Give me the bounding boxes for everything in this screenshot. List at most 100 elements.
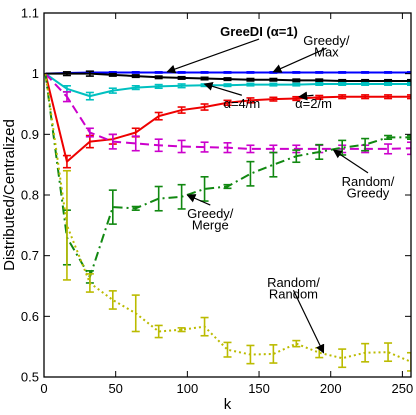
error-bar xyxy=(407,94,411,100)
error-bar xyxy=(85,273,94,293)
y-tick-label: 0.8 xyxy=(21,188,39,203)
annotation-text: Merge xyxy=(192,218,229,233)
error-bar xyxy=(384,94,393,100)
error-bar xyxy=(85,91,94,101)
error-bar xyxy=(200,71,209,74)
error-bar xyxy=(223,142,232,154)
error-bar xyxy=(361,137,370,152)
x-axis-label: k xyxy=(224,396,232,413)
error-bar xyxy=(407,71,411,74)
y-tick-label: 1 xyxy=(32,66,39,81)
annotation-text: GreeDI (α=1) xyxy=(220,24,298,39)
error-bar xyxy=(200,76,209,81)
series-greedi_alpha1 xyxy=(45,70,411,83)
error-bar xyxy=(407,81,411,86)
annotation-text: Greedy/ xyxy=(303,33,350,48)
error-bar xyxy=(85,70,94,77)
error-bar xyxy=(315,143,324,161)
series-line-random_random xyxy=(44,73,411,363)
error-bar xyxy=(361,342,370,363)
annotation-arrow xyxy=(186,194,211,206)
annotation-arrow xyxy=(166,38,260,74)
error-bar xyxy=(315,71,324,74)
error-bar xyxy=(246,160,255,187)
error-bar xyxy=(315,81,324,86)
error-bar xyxy=(384,342,393,363)
error-bar xyxy=(108,87,117,94)
error-bar xyxy=(177,183,186,210)
annotation-arrow xyxy=(272,47,327,73)
error-bar xyxy=(62,71,71,77)
y-tick-label: 0.5 xyxy=(21,370,39,385)
error-bar xyxy=(292,149,301,164)
error-bar xyxy=(407,134,411,140)
error-bar xyxy=(177,75,186,80)
annotation-arrow xyxy=(292,289,325,354)
error-bar xyxy=(177,139,186,154)
error-bar xyxy=(131,205,140,211)
error-bar xyxy=(269,96,278,102)
annotation-text: Random xyxy=(269,287,318,302)
x-tick-label: 50 xyxy=(108,381,122,396)
error-bar xyxy=(200,316,209,337)
error-bar xyxy=(108,290,117,310)
error-bar xyxy=(246,77,255,82)
error-bar xyxy=(131,294,140,333)
error-bar xyxy=(177,83,186,89)
error-bar xyxy=(246,344,255,365)
annotation-text: α=2/m xyxy=(295,96,332,111)
error-bar xyxy=(108,133,117,150)
error-bar xyxy=(361,81,370,86)
error-bar xyxy=(62,154,71,169)
annotation-text: Max xyxy=(314,45,339,60)
error-bar xyxy=(384,71,393,74)
error-bar xyxy=(223,99,232,107)
error-bar xyxy=(177,327,186,333)
error-bar xyxy=(315,78,324,83)
error-bar xyxy=(292,339,301,348)
error-bar xyxy=(200,141,209,153)
error-bar xyxy=(361,71,370,74)
error-bar xyxy=(154,71,163,74)
error-bar xyxy=(85,127,94,138)
error-bar xyxy=(223,341,232,358)
y-tick-label: 1.1 xyxy=(21,6,39,21)
x-tick-label: 200 xyxy=(320,381,342,396)
error-bar xyxy=(108,189,117,225)
error-bar xyxy=(154,75,163,80)
error-bar xyxy=(177,71,186,74)
error-bar xyxy=(338,81,347,86)
error-bar xyxy=(269,77,278,82)
x-tick-label: 250 xyxy=(392,381,414,396)
error-bar xyxy=(338,348,347,369)
annotation-arrow xyxy=(203,81,243,96)
error-bar xyxy=(154,83,163,90)
error-bar xyxy=(269,82,278,87)
error-bar xyxy=(131,74,140,79)
error-bar xyxy=(131,85,140,91)
error-bar xyxy=(154,185,163,212)
error-bar xyxy=(384,134,393,140)
error-bar xyxy=(338,71,347,74)
error-bar xyxy=(292,82,301,87)
annotation-arrow xyxy=(332,149,369,174)
error-bar xyxy=(200,103,209,111)
error-bar xyxy=(292,78,301,83)
error-bar xyxy=(246,97,255,104)
error-bar xyxy=(154,138,163,153)
error-bar xyxy=(407,141,411,156)
error-bar xyxy=(269,151,278,178)
error-bar xyxy=(62,91,71,103)
series-alpha_4m xyxy=(44,72,411,101)
y-tick-label: 0.9 xyxy=(21,127,39,142)
error-bar xyxy=(223,83,232,88)
error-bar xyxy=(269,344,278,364)
series-alpha_2m xyxy=(44,73,411,169)
error-bar xyxy=(407,351,411,372)
annotation-text: Random/ xyxy=(267,275,320,290)
annotation-text: Greedy xyxy=(347,185,390,200)
error-bar xyxy=(246,82,255,87)
error-bar xyxy=(177,106,186,114)
annotation-text: α=4/m xyxy=(223,96,260,111)
